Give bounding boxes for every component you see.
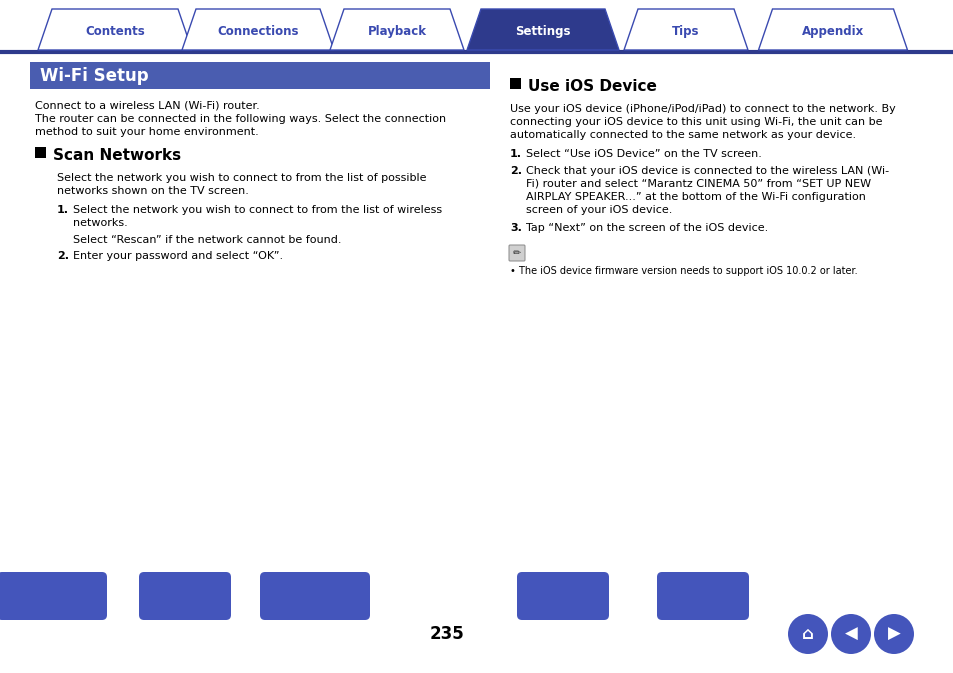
Text: Fi) router and select “Marantz CINEMA 50” from “SET UP NEW: Fi) router and select “Marantz CINEMA 50… <box>525 179 870 189</box>
Text: Scan Networks: Scan Networks <box>53 148 181 163</box>
Text: Appendix: Appendix <box>801 25 863 38</box>
Text: Tips: Tips <box>672 25 699 38</box>
Text: Index: Index <box>684 627 720 641</box>
Polygon shape <box>758 9 906 50</box>
Text: Display: Display <box>161 627 209 641</box>
Polygon shape <box>38 9 192 50</box>
Text: networks.: networks. <box>73 218 128 228</box>
Text: Settings: Settings <box>515 25 570 38</box>
Text: • The iOS device firmware version needs to support iOS 10.0.2 or later.: • The iOS device firmware version needs … <box>510 266 857 276</box>
Text: ▶: ▶ <box>886 625 900 643</box>
Text: Contents: Contents <box>85 25 145 38</box>
FancyBboxPatch shape <box>657 572 748 620</box>
Text: Connections: Connections <box>217 25 298 38</box>
Text: Use your iOS device (iPhone/iPod/iPad) to connect to the network. By: Use your iOS device (iPhone/iPod/iPad) t… <box>510 104 895 114</box>
Text: Use iOS Device: Use iOS Device <box>527 79 657 94</box>
Bar <box>510 78 520 89</box>
Text: AIRPLAY SPEAKER...” at the bottom of the Wi-Fi configuration: AIRPLAY SPEAKER...” at the bottom of the… <box>525 192 865 202</box>
Text: 2.: 2. <box>510 166 521 176</box>
Text: Select “Use iOS Device” on the TV screen.: Select “Use iOS Device” on the TV screen… <box>525 149 761 159</box>
Text: Remote: Remote <box>537 627 588 641</box>
Text: ◀: ◀ <box>843 625 857 643</box>
Text: Connect to a wireless LAN (Wi-Fi) router.: Connect to a wireless LAN (Wi-Fi) router… <box>35 101 259 111</box>
Polygon shape <box>467 9 618 50</box>
Circle shape <box>830 614 870 654</box>
Circle shape <box>873 614 913 654</box>
Text: Select the network you wish to connect to from the list of wireless: Select the network you wish to connect t… <box>73 205 441 215</box>
Text: ✏: ✏ <box>513 248 520 258</box>
Text: Tap “Next” on the screen of the iOS device.: Tap “Next” on the screen of the iOS devi… <box>525 223 767 233</box>
Polygon shape <box>623 9 747 50</box>
Polygon shape <box>330 9 463 50</box>
Text: Select the network you wish to connect to from the list of possible: Select the network you wish to connect t… <box>57 173 426 183</box>
Text: networks shown on the TV screen.: networks shown on the TV screen. <box>57 186 249 196</box>
FancyBboxPatch shape <box>517 572 608 620</box>
Text: Wi-Fi Setup: Wi-Fi Setup <box>40 67 149 85</box>
Polygon shape <box>182 9 334 50</box>
FancyBboxPatch shape <box>0 572 107 620</box>
FancyBboxPatch shape <box>509 245 524 261</box>
Circle shape <box>787 614 827 654</box>
Text: 3.: 3. <box>510 223 521 233</box>
Text: Front panel: Front panel <box>14 627 90 641</box>
Text: ⌂: ⌂ <box>801 625 813 643</box>
Text: connecting your iOS device to this unit using Wi-Fi, the unit can be: connecting your iOS device to this unit … <box>510 117 882 127</box>
Text: 1.: 1. <box>57 205 69 215</box>
Text: Playback: Playback <box>367 25 426 38</box>
Text: Enter your password and select “OK”.: Enter your password and select “OK”. <box>73 251 283 261</box>
Text: automatically connected to the same network as your device.: automatically connected to the same netw… <box>510 130 855 140</box>
Text: Select “Rescan” if the network cannot be found.: Select “Rescan” if the network cannot be… <box>73 235 341 245</box>
FancyBboxPatch shape <box>260 572 370 620</box>
Text: screen of your iOS device.: screen of your iOS device. <box>525 205 672 215</box>
Text: Check that your iOS device is connected to the wireless LAN (Wi-: Check that your iOS device is connected … <box>525 166 888 176</box>
Bar <box>35 147 46 158</box>
Text: Rear panel: Rear panel <box>279 627 351 641</box>
Text: 1.: 1. <box>510 149 521 159</box>
Text: method to suit your home environment.: method to suit your home environment. <box>35 127 258 137</box>
FancyBboxPatch shape <box>30 62 490 89</box>
Text: 235: 235 <box>429 625 464 643</box>
FancyBboxPatch shape <box>139 572 231 620</box>
Text: 2.: 2. <box>57 251 69 261</box>
Text: The router can be connected in the following ways. Select the connection: The router can be connected in the follo… <box>35 114 446 124</box>
